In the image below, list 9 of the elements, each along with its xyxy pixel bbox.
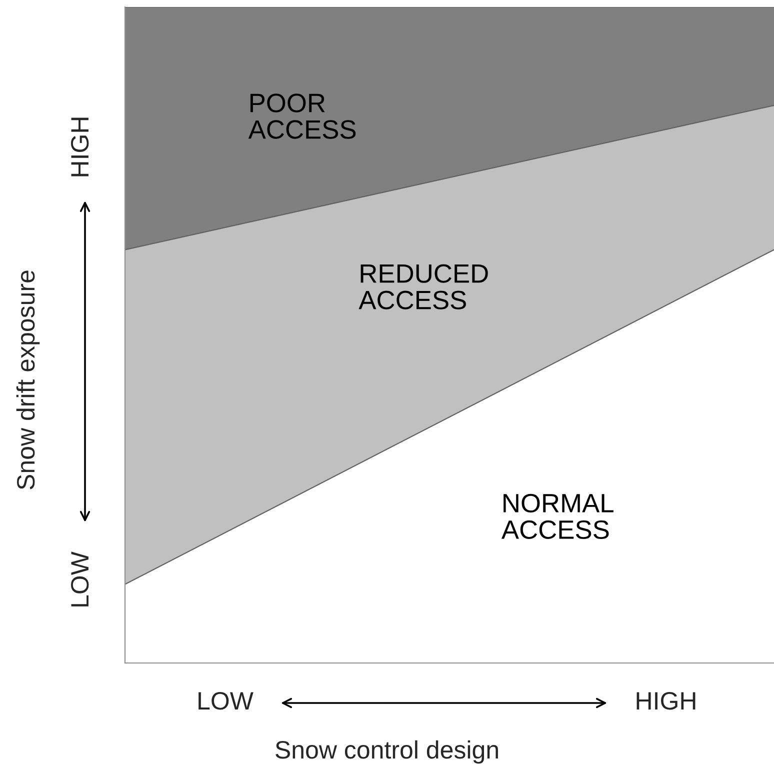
y-axis-title: Snow drift exposure: [16, 270, 40, 490]
x-axis-title: Snow control design: [276, 740, 498, 764]
annotation: HIGH: [71, 118, 89, 176]
text: HIGH: [636, 692, 696, 710]
series-label: POOR ACCESS: [248, 94, 356, 139]
text: LOW: [198, 692, 254, 710]
series-label: REDUCED ACCESS: [358, 264, 488, 310]
series-label: NORMAL ACCESS: [501, 494, 614, 540]
annotation: LOW: [71, 552, 89, 606]
